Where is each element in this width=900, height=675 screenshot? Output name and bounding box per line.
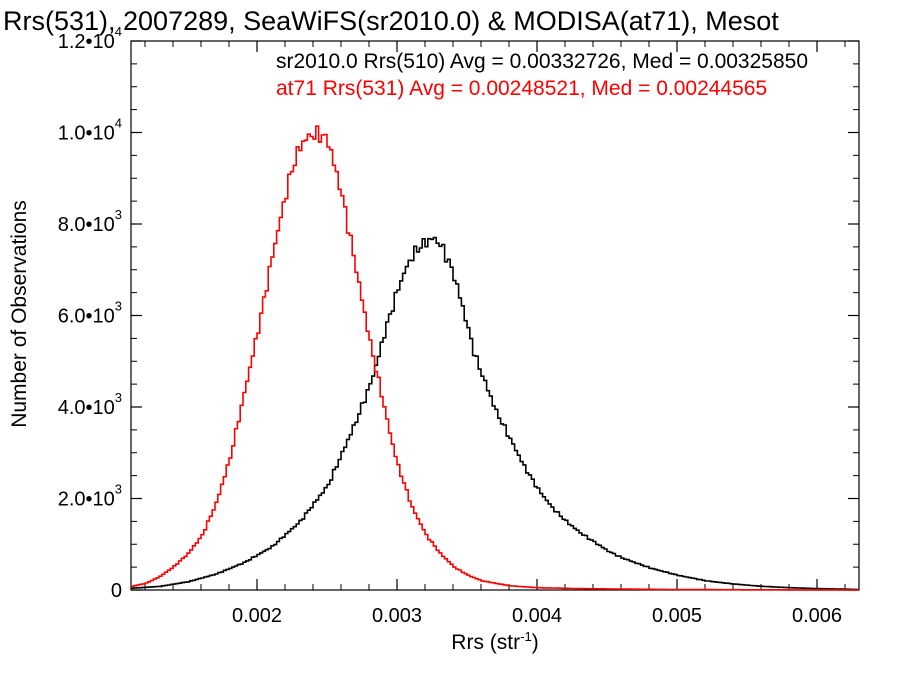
plot-frame [130,40,860,591]
x-tick-label: 0.003 [372,605,422,627]
y-axis: 0 2.0•103 4.0•103 6.0•103 8.0•103 1.0•104 1.2•… [58,24,859,602]
y-tick-label: 6.0•103 [58,299,122,328]
x-axis-label-superscript: -1 [520,629,532,644]
y-tick-label: 1.0•104 [58,116,122,145]
x-tick-label: 0.005 [652,605,702,627]
x-axis-label-main: Rrs (str [451,631,520,654]
x-tick-label: 0.002 [232,605,282,627]
chart-title: Rrs(531), 2007289, SeaWiFS(sr2010.0) & M… [3,6,779,36]
x-tick-label: 0.006 [792,605,842,627]
y-axis-label: Number of Observations [8,200,31,428]
y-tick-label: 1.2•104 [58,24,122,53]
series-line-red [131,125,859,591]
legend-line-red: at71 Rrs(531) Avg = 0.00248521, Med = 0.… [276,77,767,100]
y-tick-label: 4.0•103 [58,390,122,419]
series-layer [131,125,859,591]
y-tick-label: 2.0•103 [58,482,122,511]
plot-border [130,40,860,591]
series-line-black [131,236,859,591]
x-axis: 0.002 0.003 0.004 0.005 0.006 [144,41,846,627]
x-axis-label-close: ) [532,631,539,654]
x-axis-label: Rrs (str-1) [451,629,538,654]
x-tick-label: 0.004 [512,605,562,627]
y-tick-label: 0 [111,580,122,602]
y-tick-label: 8.0•103 [58,207,122,236]
legend-line-black: sr2010.0 Rrs(510) Avg = 0.00332726, Med … [276,50,808,73]
